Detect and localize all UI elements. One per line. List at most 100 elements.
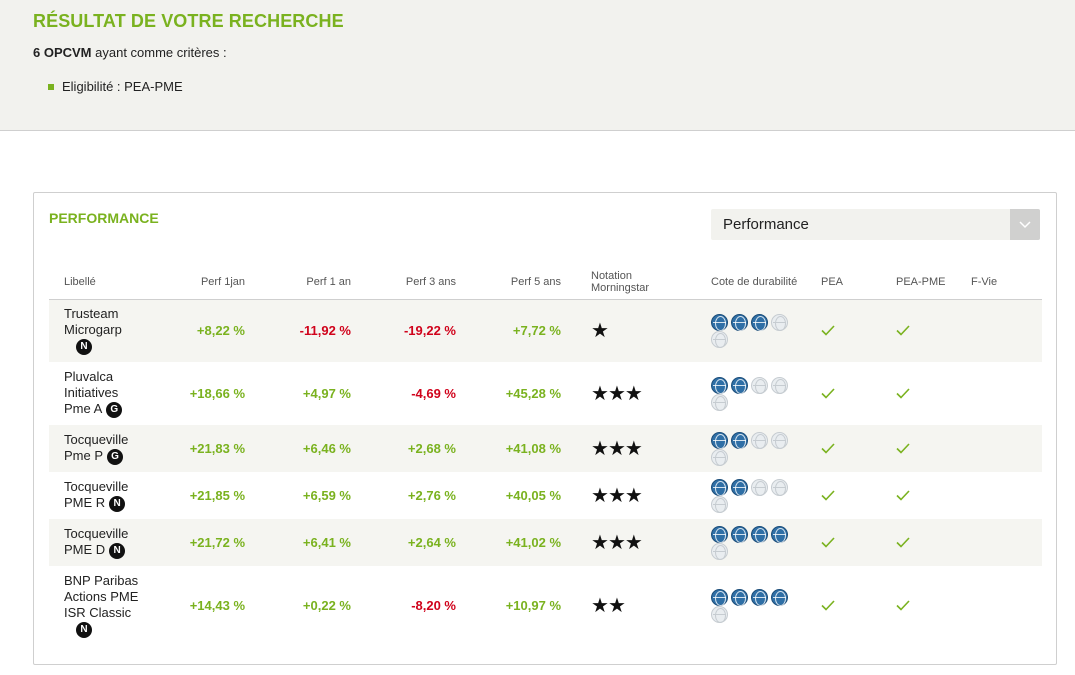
col-cote[interactable]: Cote de durabilité: [681, 266, 801, 300]
globe-icon: [711, 330, 728, 348]
fund-name-line[interactable]: Microgarp: [64, 322, 122, 338]
col-notation[interactable]: Notation Morningstar: [561, 266, 681, 300]
pea-cell: [801, 472, 876, 519]
fund-name-line[interactable]: Pluvalca: [64, 369, 114, 385]
globe-icon: [751, 525, 768, 543]
check-icon: [821, 388, 876, 399]
perf-1jan-cell: +21,85 %: [189, 488, 245, 503]
perf-1an-cell: -11,92 %: [245, 299, 351, 362]
fund-name-line[interactable]: Actions PME: [64, 589, 139, 604]
fund-table: Libellé Perf 1jan Perf 1 an Perf 3 ans P…: [49, 266, 1042, 645]
perf-1an-cell: +4,97 %: [302, 386, 351, 401]
perf-1jan-cell: +21,83 %: [157, 425, 245, 472]
pea-cell: [801, 425, 876, 472]
perf-5ans-cell: +45,28 %: [505, 386, 561, 401]
fund-name-line[interactable]: Tocqueville: [64, 432, 129, 448]
globe-icon: [711, 525, 728, 543]
fund-name-line[interactable]: PME D: [64, 542, 106, 558]
globe-icon: [771, 588, 788, 606]
globe-icon: [711, 448, 728, 466]
fund-name[interactable]: BNP Paribas Actions PME ISR Classic N: [49, 566, 157, 645]
check-icon: [821, 537, 876, 548]
check-icon: [821, 490, 876, 501]
col-fvie[interactable]: F-Vie: [951, 266, 1042, 300]
table-header: Libellé Perf 1jan Perf 1 an Perf 3 ans P…: [49, 266, 1042, 300]
check-icon: [821, 325, 876, 336]
sustainability-rating: [681, 362, 801, 425]
col-pea[interactable]: PEA: [801, 266, 876, 300]
star-icon: ★: [591, 595, 609, 617]
fund-name-line[interactable]: Pme P: [64, 448, 104, 464]
morningstar-rating: ★★★: [561, 362, 681, 425]
globe-icon: [751, 376, 768, 394]
col-perf-1an[interactable]: Perf 1 an: [245, 266, 351, 300]
star-icon: ★: [624, 485, 643, 507]
col-perf-1jan[interactable]: Perf 1jan: [157, 266, 245, 300]
fund-name[interactable]: Trusteam Microgarp N: [49, 299, 157, 362]
label-badge-icon: G: [106, 401, 123, 418]
fvie-cell: [951, 519, 1042, 566]
perf-3ans-cell: +2,68 %: [351, 425, 456, 472]
table-row[interactable]: Tocqueville PME R N +21,85 % +6,59 % +2,76 % +…: [49, 472, 1042, 519]
chevron-down-icon[interactable]: [1010, 209, 1040, 240]
morningstar-rating: ★★: [561, 566, 681, 645]
perf-1jan-cell: +8,22 %: [157, 299, 245, 362]
fund-name-line[interactable]: ISR Classic: [64, 605, 132, 620]
check-icon: [896, 388, 951, 399]
morningstar-rating: ★★★: [561, 519, 681, 566]
label-badge-icon: N: [109, 495, 126, 512]
globe-icon: [711, 478, 728, 496]
col-perf-5ans[interactable]: Perf 5 ans: [456, 266, 561, 300]
globe-icon: [731, 478, 748, 496]
col-libelle[interactable]: Libellé: [49, 266, 157, 300]
view-select-value: Performance: [723, 216, 809, 233]
fund-name-line[interactable]: Trusteam: [64, 306, 119, 322]
col-notation-line1: Notation: [591, 270, 632, 283]
fund-name-line[interactable]: Pme A: [64, 401, 103, 417]
table-row[interactable]: Tocqueville PME D N +21,72 % +6,41 % +2,64 % +…: [49, 519, 1042, 566]
fund-name-line[interactable]: Tocqueville: [64, 526, 129, 542]
fvie-cell: [951, 566, 1042, 645]
result-count: 6 OPCVM ayant comme critères :: [33, 45, 227, 60]
col-pea-pme[interactable]: PEA-PME: [876, 266, 951, 300]
label-badge-icon: N: [109, 542, 126, 559]
fund-name-line[interactable]: Tocqueville: [64, 479, 129, 495]
table-row[interactable]: BNP Paribas Actions PME ISR Classic N +14,43…: [49, 566, 1042, 645]
star-icon: ★: [591, 532, 609, 554]
globe-icon: [771, 431, 788, 449]
globe-icon: [771, 313, 788, 331]
fvie-cell: [951, 425, 1042, 472]
check-icon: [896, 325, 951, 336]
pea-pme-cell: [876, 362, 951, 425]
fund-name-line[interactable]: Initiatives: [64, 385, 119, 401]
star-icon: ★: [591, 383, 609, 405]
perf-5ans-cell: +41,08 %: [456, 425, 561, 472]
globe-icon: [771, 525, 788, 543]
star-icon: ★: [607, 383, 626, 405]
fvie-cell: [951, 472, 1042, 519]
star-icon: ★: [607, 485, 626, 507]
sustainability-rating: [681, 472, 801, 519]
perf-1an-cell: +6,41 %: [245, 519, 351, 566]
table-row[interactable]: Trusteam Microgarp N +8,22 % -11,92 % -19,22 …: [49, 299, 1042, 362]
fund-name-line[interactable]: BNP Paribas: [64, 573, 139, 588]
result-count-text: ayant comme critères :: [91, 45, 227, 60]
globe-icon: [711, 588, 728, 606]
globe-icon: [711, 495, 728, 513]
table-row[interactable]: Pluvalca Initiatives Pme A G +18,66 % +4,97 %…: [49, 362, 1042, 425]
star-icon: ★: [591, 485, 609, 507]
col-perf-3ans[interactable]: Perf 3 ans: [351, 266, 456, 300]
morningstar-rating: ★★★: [561, 472, 681, 519]
view-select[interactable]: Performance: [711, 209, 1040, 240]
fund-name-line[interactable]: PME R: [64, 495, 106, 511]
globe-icon: [731, 525, 748, 543]
globe-icon: [751, 313, 768, 331]
table-row[interactable]: Tocqueville Pme P G +21,83 % +6,46 % +2,68 % +…: [49, 425, 1042, 472]
perf-1an-cell: +6,46 %: [245, 425, 351, 472]
check-icon: [896, 600, 951, 611]
fvie-cell: [951, 299, 1042, 362]
